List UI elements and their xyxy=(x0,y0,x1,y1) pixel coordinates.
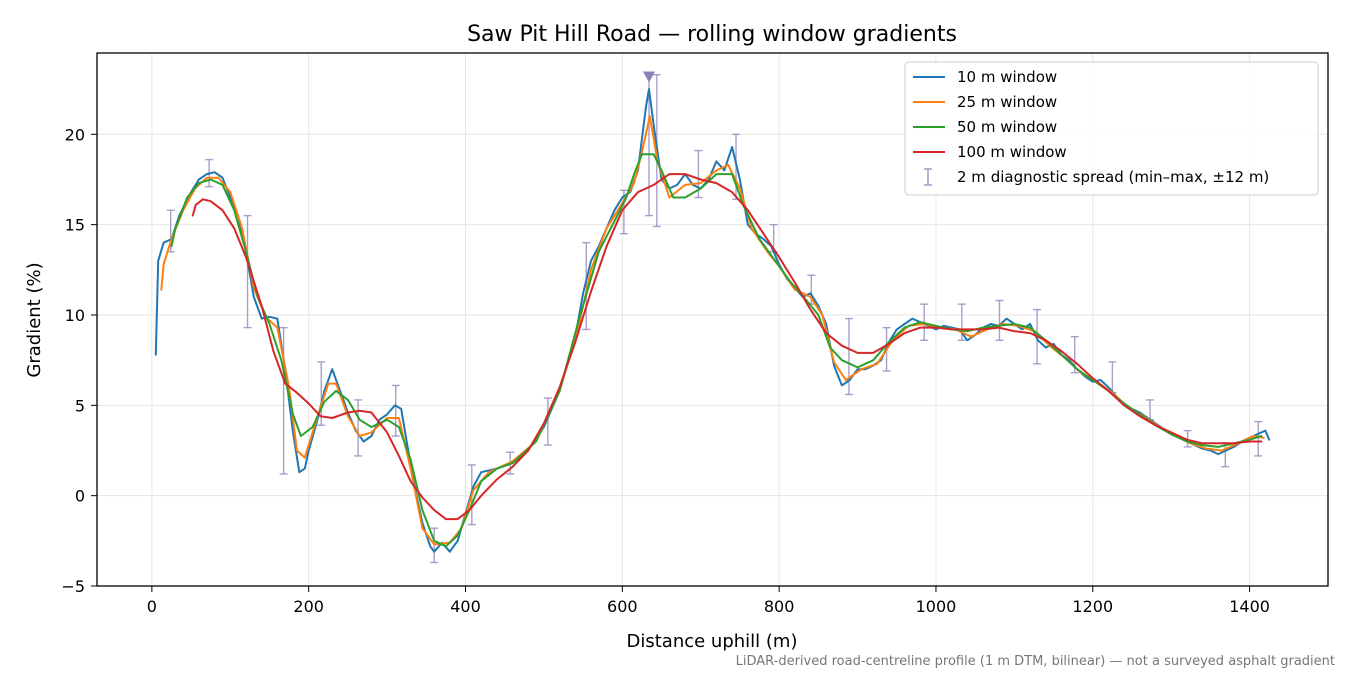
diagnostic-spread-bar xyxy=(844,317,853,396)
x-tick-label: 800 xyxy=(764,597,795,616)
legend-entry: 100 m window xyxy=(913,143,1067,161)
legend-entry: 2 m diagnostic spread (min–max, ±12 m) xyxy=(924,168,1269,186)
y-tick-label: −5 xyxy=(61,577,85,596)
chart-title: Saw Pit Hill Road — rolling window gradi… xyxy=(467,22,957,47)
x-tick-label: 1400 xyxy=(1229,597,1270,616)
diagnostic-spread-bar xyxy=(582,242,591,331)
x-tick-label: 200 xyxy=(293,597,324,616)
legend-entry: 25 m window xyxy=(913,93,1057,111)
legend-label: 25 m window xyxy=(957,93,1057,111)
diagnostic-spread-bar xyxy=(1183,429,1192,448)
y-tick-label: 15 xyxy=(65,216,85,235)
legend-frame xyxy=(904,61,1319,196)
x-tick-label: 400 xyxy=(450,597,481,616)
legend-label: 100 m window xyxy=(957,143,1067,161)
diagnostic-spread-bar xyxy=(317,361,326,426)
diagnostic-spread-bar xyxy=(1254,420,1263,457)
diagnostic-spread-bar xyxy=(354,399,363,457)
legend-label: 10 m window xyxy=(957,68,1057,86)
legend-entry: 50 m window xyxy=(913,118,1057,136)
diagnostic-spread-bar xyxy=(543,397,552,446)
x-tick-label: 600 xyxy=(607,597,638,616)
series-line-10-m-window xyxy=(154,88,1271,553)
legend-label: 50 m window xyxy=(957,118,1057,136)
series-line-100-m-window xyxy=(191,173,1263,521)
diagnostic-spread-bar xyxy=(243,214,252,329)
series-line-50-m-window xyxy=(170,153,1263,548)
plot-frame xyxy=(96,52,1329,587)
x-tick-label: 0 xyxy=(147,597,157,616)
y-axis-label: Gradient (%) xyxy=(24,262,45,377)
plot-area xyxy=(154,71,1271,564)
y-tick-label: 10 xyxy=(65,306,85,325)
diagnostic-spread-bar xyxy=(995,299,1004,341)
axis-ticks: 0 200 400 600 800 1000 1200 1400 −5 0 5 10 15 20 xyxy=(61,125,1270,616)
legend-entry: 10 m window xyxy=(913,68,1057,86)
x-tick-label: 1000 xyxy=(916,597,957,616)
y-tick-label: 0 xyxy=(75,487,85,506)
legend: 10 m window 25 m window 50 m window 100 m w… xyxy=(904,61,1319,196)
legend-label: 2 m diagnostic spread (min–max, ±12 m) xyxy=(957,168,1269,186)
diagnostic-spread-bar xyxy=(279,326,288,475)
x-tick-label: 1200 xyxy=(1072,597,1113,616)
diagnostic-spread-bar xyxy=(391,384,400,437)
footnote: LiDAR-derived road-centreline profile (1… xyxy=(736,654,1335,669)
y-tick-label: 5 xyxy=(75,396,85,415)
diagnostic-spread-bar xyxy=(957,303,966,341)
x-axis-label: Distance uphill (m) xyxy=(627,631,798,652)
peak-marker xyxy=(642,71,655,83)
y-tick-label: 20 xyxy=(65,125,85,144)
